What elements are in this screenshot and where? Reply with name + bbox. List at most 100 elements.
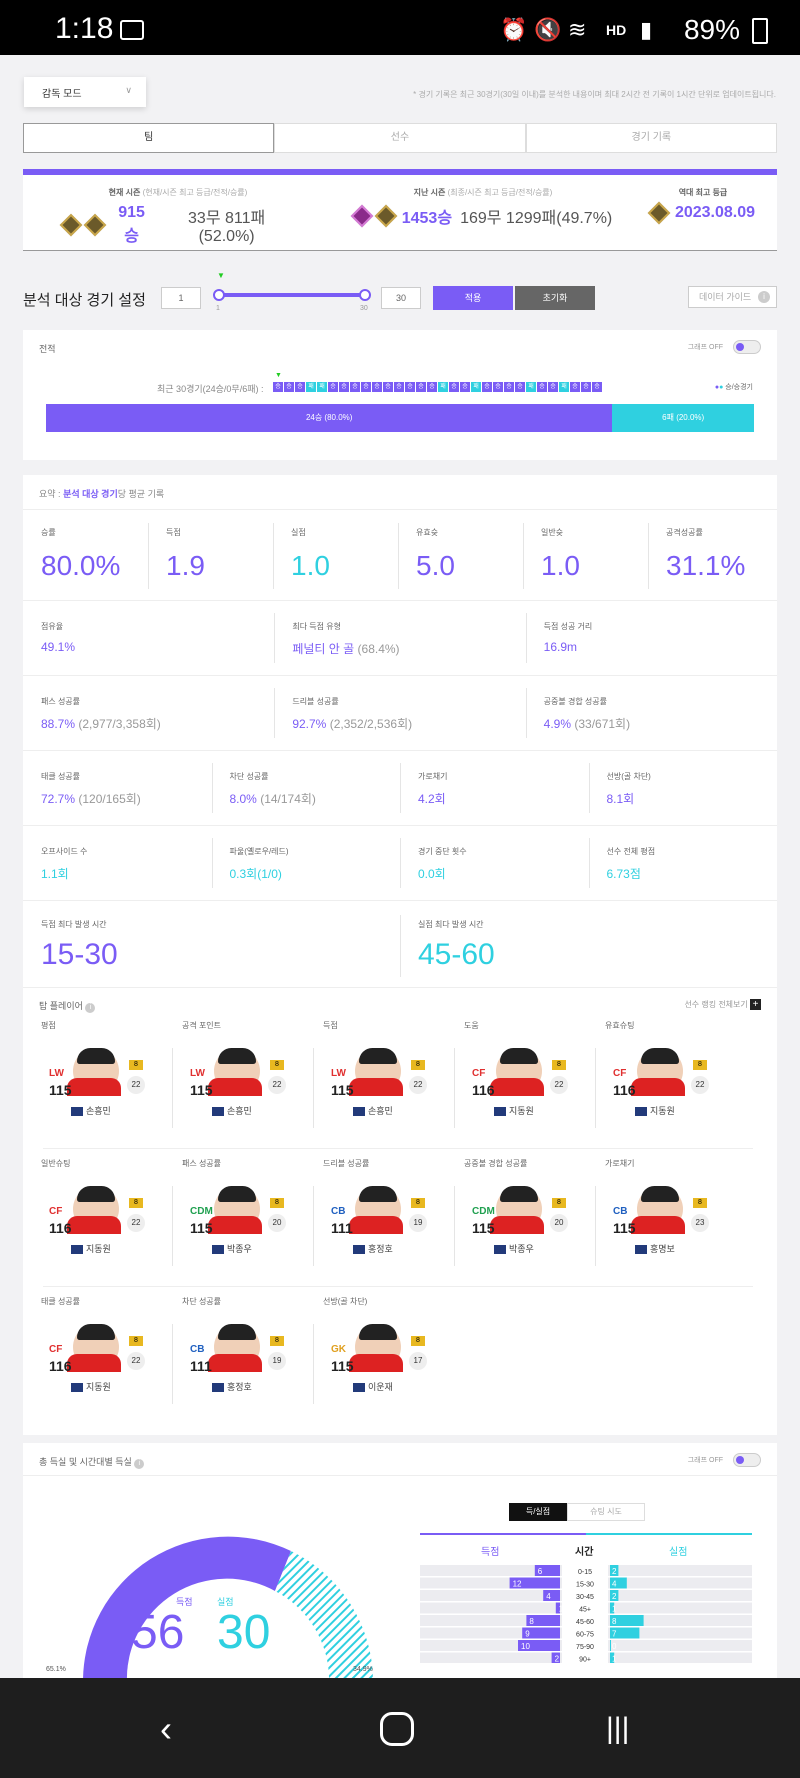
back-icon[interactable]: ‹	[160, 1708, 172, 1749]
accent-line	[586, 1533, 752, 1535]
value: 8.1회	[606, 792, 635, 806]
player-category: 도움	[464, 1021, 479, 1030]
player-card[interactable]: 공중볼 경합 성공률 CDM 115 8 20 박종우	[464, 1158, 594, 1258]
player-card[interactable]: 태클 성공률 CF 116 8 22 지동원	[41, 1296, 171, 1396]
range-slider[interactable]	[219, 293, 369, 297]
player-category: 가로채기	[605, 1159, 635, 1168]
result-chip: 승	[449, 382, 459, 392]
player-card[interactable]: 패스 성공률 CDM 115 8 20 박종우	[182, 1158, 312, 1258]
stat-row4-3: 선방(골 차단) 8.1회	[607, 771, 651, 807]
data-guide-button[interactable]: 데이터 가이드 i	[688, 286, 777, 308]
player-number: 19	[409, 1214, 427, 1232]
player-card[interactable]: 득점 LW 115 8 22 손흥민	[323, 1020, 453, 1120]
recent-apps-icon[interactable]: |||	[606, 1712, 630, 1745]
grade-emblem-icon	[59, 213, 83, 237]
result-chip: 승	[592, 382, 602, 392]
stat-label: 선수 전체 평점	[606, 847, 656, 856]
player-position: CF	[613, 1068, 627, 1079]
time-label: 15-30	[576, 1582, 594, 1589]
player-level: 8	[411, 1198, 425, 1208]
season-badge-icon	[635, 1107, 647, 1117]
goals-bar-label: 9	[525, 1630, 530, 1639]
stats-row-2: 점유율 49.1% 최다 득점 유형 페널티 안 골 (68.4%) 득점 성공 거리 1…	[23, 601, 777, 675]
data-guide-label: 데이터 가이드	[699, 292, 752, 302]
stat-row5-3: 선수 전체 평점 6.73점	[607, 846, 656, 882]
conceded-bar	[610, 1590, 619, 1601]
divider	[313, 1324, 314, 1404]
player-position: LW	[331, 1068, 346, 1079]
tab-goals-conceded[interactable]: 득/실점	[509, 1503, 567, 1521]
player-card[interactable]: 선방(골 차단) GK 115 8 17 이운재	[323, 1296, 453, 1396]
wins: 915승	[118, 204, 145, 245]
player-card[interactable]: 일반슈팅 CF 116 8 22 지동원	[41, 1158, 171, 1258]
stat-value: 16.9m	[544, 640, 593, 654]
player-card[interactable]: 평점 LW 115 8 22 손흥민	[41, 1020, 171, 1120]
to-input[interactable]: 30	[381, 287, 421, 309]
divider	[43, 1286, 753, 1287]
divider	[172, 1048, 173, 1128]
player-position: CF	[49, 1344, 63, 1355]
home-icon[interactable]	[380, 1712, 414, 1746]
goals-bar-label: 10	[521, 1642, 530, 1651]
graph-toggle[interactable]	[733, 1453, 761, 1467]
slider-max-handle[interactable]	[359, 289, 371, 301]
player-ovr: 115	[331, 1358, 354, 1374]
apply-button[interactable]: 적용	[433, 286, 513, 310]
player-number: 19	[268, 1352, 286, 1370]
player-card[interactable]: 공격 포인트 LW 115 8 22 손흥민	[182, 1020, 312, 1120]
top-player-title: 탑 플레이어 i	[39, 999, 96, 1013]
from-input[interactable]: 1	[161, 287, 201, 309]
divider	[595, 1186, 596, 1266]
analysis-settings: 분석 대상 경기 설정 1 ▼ 1 30 30 적용 초기화 데이터 가이드 i	[23, 271, 777, 313]
time-label: 30-45	[576, 1594, 594, 1601]
time-label: 75-90	[576, 1644, 594, 1651]
divider	[172, 1324, 173, 1404]
player-card[interactable]: 차단 성공률 CB 111 8 19 홍정호	[182, 1296, 312, 1396]
player-category: 차단 성공률	[182, 1297, 222, 1306]
value: 8.0%	[229, 792, 257, 806]
tab-player[interactable]: 선수	[274, 123, 526, 153]
goals-bar-label: 2	[555, 1655, 560, 1664]
player-position: CB	[331, 1206, 346, 1217]
divider	[274, 688, 276, 738]
grade-label: 지난 시즌	[413, 188, 446, 197]
player-level: 8	[129, 1060, 143, 1070]
wifi-icon: ≋	[568, 17, 587, 42]
goals-header: 득점	[481, 1547, 500, 1558]
player-card[interactable]: 유효슈팅 CF 116 8 22 지동원	[605, 1020, 735, 1120]
rank-link[interactable]: 선수 랭킹 전체보기 +	[684, 999, 761, 1010]
reset-button[interactable]: 초기화	[515, 286, 595, 310]
last-season: 지난 시즌 (최종/시즌 최고 등급/전적/승률) 1453승 169무 1299…	[350, 187, 613, 228]
stat-value: 1.0	[541, 550, 580, 581]
tab-shots[interactable]: 슈팅 시도	[567, 1503, 645, 1521]
stat-label: 태클 성공률	[41, 772, 81, 781]
tab-match-record[interactable]: 경기 기록	[525, 123, 777, 153]
player-shirt	[349, 1354, 403, 1372]
slider-min-handle[interactable]	[213, 289, 225, 301]
divider	[398, 523, 399, 589]
stat-label: 선방(골 차단)	[606, 772, 651, 781]
result-chip: 승	[427, 382, 437, 392]
value: 페널티 안 골	[292, 642, 355, 656]
value: 88.7%	[41, 717, 76, 731]
slider-min-label: 1	[216, 305, 220, 312]
time-cell	[562, 1627, 608, 1639]
divider	[588, 838, 590, 888]
player-card[interactable]: 드리블 성공률 CB 111 8 19 홍정호	[323, 1158, 453, 1258]
time-bar-chart: 6 0-15 212 15-30 44 30-45 21 45+ 18 45-60 89 60-75 7…	[420, 1565, 752, 1663]
divider	[400, 838, 401, 888]
clock: 1:18	[55, 12, 114, 45]
tab-team[interactable]: 팀	[23, 123, 275, 153]
player-shirt	[208, 1354, 262, 1372]
graph-toggle[interactable]	[733, 340, 761, 354]
stat-label: 점유율	[41, 622, 64, 631]
stat-row3-0: 패스 성공률 88.7% (2,977/3,358회)	[41, 696, 161, 732]
grade-label: 현재 시즌	[108, 188, 141, 197]
player-card[interactable]: 가로채기 CB 115 8 23 홍명보	[605, 1158, 735, 1258]
divider	[172, 1186, 173, 1266]
player-name: 지동원	[494, 1104, 534, 1117]
player-number: 22	[550, 1076, 568, 1094]
mode-select[interactable]: 감독 모드 ∨	[24, 77, 146, 107]
player-card[interactable]: 도움 CF 116 8 22 지동원	[464, 1020, 594, 1120]
stat-label: 공격성공률	[666, 528, 703, 537]
